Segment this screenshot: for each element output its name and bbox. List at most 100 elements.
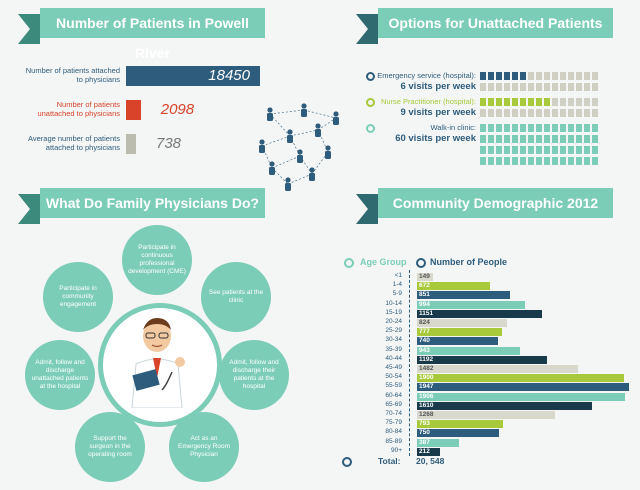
- person-icon: [333, 111, 339, 125]
- options-title: Options for Unattached Patients: [388, 15, 603, 31]
- population-value: 387: [419, 438, 430, 446]
- age-group-tick: 20-24: [385, 318, 402, 325]
- visit-cell: [480, 109, 486, 117]
- age-group-tick: 5-9: [392, 290, 402, 298]
- age-group-tick: 80-84: [385, 428, 402, 436]
- visit-cell: [560, 109, 566, 117]
- visit-cell: [544, 157, 550, 165]
- age-group-tick: 10-14: [385, 299, 402, 307]
- visit-cell: [496, 135, 502, 143]
- age-group-tick: 1-4: [392, 281, 402, 289]
- visit-cell: [552, 135, 558, 143]
- population-value: 1192: [419, 355, 434, 363]
- option-visits: 9 visits per week: [400, 107, 476, 118]
- visit-cell: [528, 98, 534, 106]
- visit-cell: [576, 146, 582, 154]
- visit-cell: [568, 109, 574, 117]
- visit-cell: [536, 135, 542, 143]
- patient-stat-bar: [126, 134, 136, 154]
- visit-cell: [552, 83, 558, 91]
- role-circle: Act as an Emergency Room Physician: [169, 412, 239, 482]
- population-bar: [417, 300, 526, 309]
- visit-cell: [576, 98, 582, 106]
- visit-cell: [512, 135, 518, 143]
- visit-cell: [560, 135, 566, 143]
- role-circle: See patients at the clinic: [201, 262, 271, 332]
- visit-cell: [504, 83, 510, 91]
- role-circle: Admit, follow and discharge their patien…: [219, 340, 289, 410]
- visit-cell: [536, 157, 542, 165]
- population-bar: [417, 420, 504, 429]
- role-circle: Participate in continuous professional d…: [122, 225, 192, 295]
- person-icon: [285, 177, 291, 191]
- visit-cell: [520, 72, 526, 80]
- patient-stat-value: 18450: [208, 67, 250, 84]
- visit-cell: [592, 83, 598, 91]
- role-circle: Admit, follow and discharge unattached p…: [25, 340, 95, 410]
- population-value: 943: [419, 346, 430, 354]
- visit-cell: [528, 124, 534, 132]
- visit-cell: [568, 98, 574, 106]
- population-bar: [417, 273, 434, 281]
- population-value: 824: [419, 319, 430, 326]
- option-visits: 60 visits per week: [395, 133, 476, 144]
- people-axis-title: Number of People: [430, 257, 508, 267]
- banner-fold: [356, 194, 378, 224]
- visit-cell: [592, 135, 598, 143]
- population-bar: [417, 438, 460, 447]
- visit-cell: [520, 98, 526, 106]
- visit-cell: [584, 109, 590, 117]
- age-group-tick: 45-49: [385, 364, 402, 371]
- visit-cell: [520, 83, 526, 91]
- total-value: 20, 548: [416, 456, 445, 466]
- option-label: Nurse Practitioner (hospital):: [380, 97, 476, 106]
- visit-cell: [560, 72, 566, 80]
- role-label: Participate in community engagement: [59, 285, 97, 308]
- visit-cell: [576, 72, 582, 80]
- visit-cell: [488, 98, 494, 106]
- person-icon: [309, 167, 315, 181]
- population-bar: [417, 282, 491, 291]
- visit-cell: [480, 72, 486, 80]
- visit-cell: [536, 146, 542, 154]
- visit-cell: [568, 135, 574, 143]
- option-marker-icon: [366, 72, 375, 81]
- patient-stat-label: Number of patients attached to physician…: [25, 66, 120, 84]
- age-group-tick: <1: [394, 272, 402, 279]
- population-bar: [417, 447, 441, 456]
- options-banner: Options for Unattached Patients: [378, 8, 613, 38]
- population-value: 1947: [419, 383, 434, 391]
- patient-stat-label: Average number of patients attached to p…: [27, 134, 120, 152]
- age-group-tick: 35-39: [385, 345, 402, 353]
- visit-cell: [536, 72, 542, 80]
- visit-cell: [552, 146, 558, 154]
- visit-cell: [480, 98, 486, 106]
- visit-cell: [488, 124, 494, 132]
- person-icon: [297, 149, 303, 163]
- visit-cell: [496, 83, 502, 91]
- role-label: Support the surgeon in the operating roo…: [88, 435, 132, 458]
- visit-cell: [544, 124, 550, 132]
- people-marker-icon: [416, 258, 426, 268]
- visit-cell: [528, 146, 534, 154]
- population-value: 149: [419, 273, 430, 280]
- visit-cell: [520, 124, 526, 132]
- visit-cell: [584, 98, 590, 106]
- community-title: Community Demographic 2012: [392, 195, 599, 211]
- visit-cell: [544, 98, 550, 106]
- visit-cell: [512, 157, 518, 165]
- visit-cell: [592, 146, 598, 154]
- visit-cell: [536, 83, 542, 91]
- visit-cell: [512, 124, 518, 132]
- visit-cell: [496, 157, 502, 165]
- visit-cell: [504, 72, 510, 80]
- role-circle: Participate in community engagement: [43, 262, 113, 332]
- visit-cell: [576, 109, 582, 117]
- visit-cell: [504, 109, 510, 117]
- visit-cell: [552, 124, 558, 132]
- role-label: Act as an Emergency Room Physician: [177, 435, 231, 458]
- patients-banner: Number of Patients in Powell River: [40, 8, 265, 61]
- person-icon: [269, 161, 275, 175]
- visit-cell: [488, 157, 494, 165]
- visit-cell: [536, 98, 542, 106]
